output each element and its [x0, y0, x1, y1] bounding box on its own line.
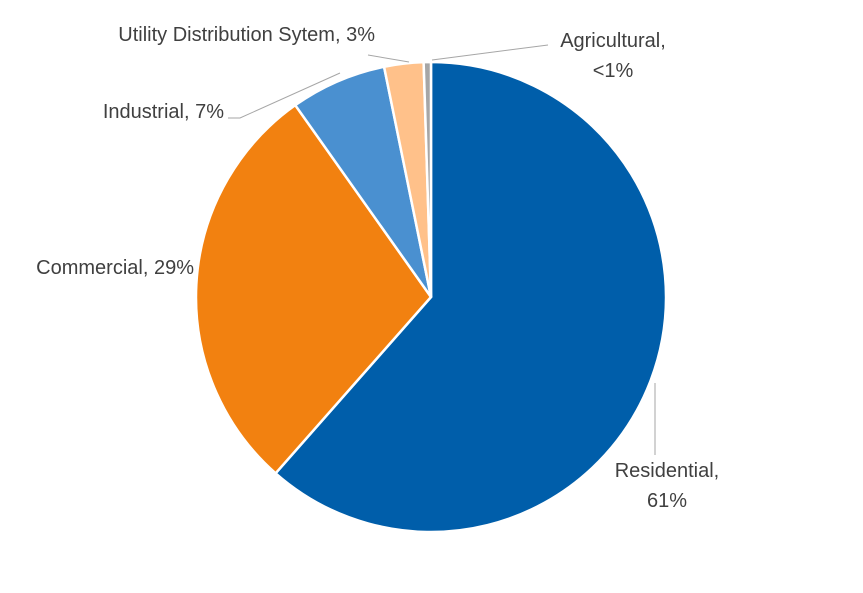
slice-value-agricultural: <1%	[593, 60, 634, 82]
slices-layer	[194, 60, 668, 534]
slice-value-residential: 61%	[647, 490, 687, 512]
slice-label-utility: Utility Distribution Sytem, 3%	[118, 24, 375, 46]
leader-line-agricultural	[431, 44, 549, 61]
pie-slice-agricultural	[422, 60, 433, 299]
slice-label-industrial: Industrial, 7%	[103, 101, 224, 123]
leader-lines-layer	[228, 44, 656, 455]
pie-slice-commercial	[194, 103, 433, 475]
slice-label-agricultural: Agricultural,	[560, 30, 666, 52]
labels-layer: Residential, 61% Commercial, 29% Industr…	[36, 24, 719, 512]
slice-label-residential: Residential,	[615, 460, 720, 482]
slice-label-commercial: Commercial, 29%	[36, 257, 194, 279]
leader-line-industrial	[228, 72, 341, 119]
pie-slice-residential	[274, 60, 668, 534]
leader-line-utility	[367, 54, 410, 63]
